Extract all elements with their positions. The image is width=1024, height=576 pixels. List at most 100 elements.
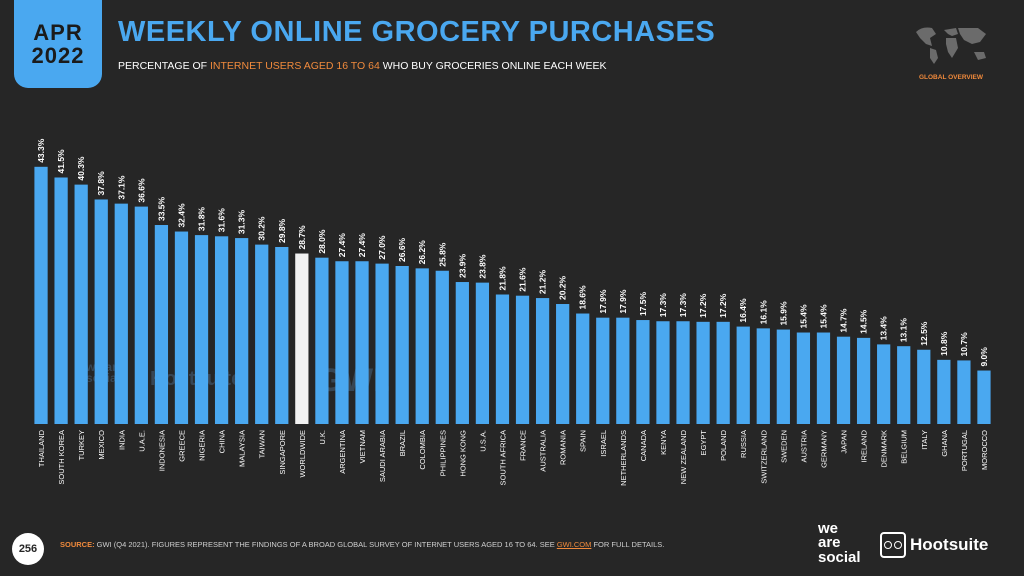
bar-thailand [34,166,48,425]
value-label: 12.5% [919,321,929,346]
date-year: 2022 [31,43,85,68]
source-note: SOURCE: GWI (Q4 2021). FIGURES REPRESENT… [60,540,664,549]
bar-indonesia [154,225,169,424]
category-label: SPAIN [579,430,588,452]
value-label: 30.2% [257,216,267,241]
category-label: VIETNAM [358,430,367,463]
category-label: AUSTRIA [799,430,808,463]
source-link[interactable]: GWI.COM [556,540,592,549]
subtitle-pre: PERCENTAGE OF [118,60,210,72]
world-map-icon [916,27,986,64]
bar-taiwan [255,244,269,424]
value-label: 40.3% [76,156,86,181]
bar-spain [576,313,590,424]
category-label: POLAND [719,429,728,460]
we-are-social-logo: we are social [818,520,861,566]
category-label: BRAZIL [398,430,407,456]
category-label: GERMANY [819,430,828,468]
value-label: 14.5% [859,309,869,334]
value-label: 28.7% [297,225,307,250]
value-label: 13.1% [899,318,909,343]
category-label: RUSSIA [739,430,748,458]
category-label: AUSTRALIA [539,430,548,472]
value-label: 27.4% [357,233,367,258]
category-label: BELGIUM [900,430,909,464]
bar-austria [796,332,811,424]
bar-portugal [957,360,971,424]
bar-colombia [415,268,429,424]
value-label: 15.4% [798,304,808,329]
value-label: 31.3% [237,210,247,235]
value-label: 21.8% [497,266,507,291]
subtitle-highlight: INTERNET USERS AGED 16 TO 64 [209,60,380,72]
was-line-3: social [818,548,861,566]
category-label: INDONESIA [157,430,166,471]
category-label: MOROCCO [980,430,989,470]
category-label: TAIWAN [258,430,267,458]
bar-israel [596,317,610,424]
value-label: 28.0% [317,229,327,254]
value-label: 26.2% [417,240,427,265]
hootsuite-name: Hootsuite [910,535,989,554]
hootsuite-logo: Hootsuite [880,532,988,558]
category-label: IRELAND [860,429,869,462]
value-label: 21.6% [518,267,528,292]
category-label: HONG KONG [458,430,467,477]
value-label: 10.7% [959,332,969,357]
bar-egypt [696,321,710,424]
bar-belgium [897,346,911,424]
bar-italy [917,349,931,424]
category-label: SOUTH KOREA [57,430,66,485]
category-label: THAILAND [37,429,46,467]
value-label: 23.8% [477,254,487,279]
bar-hong-kong [455,282,469,424]
bar-saudi-arabia [375,263,389,424]
value-label: 32.4% [176,203,186,228]
category-label: SWITZERLAND [759,429,768,483]
bar-germany [816,332,831,424]
bar-romania [556,304,570,424]
category-label: WORLDWIDE [298,430,307,478]
category-label: COLOMBIA [418,430,427,470]
bar-japan [836,336,851,424]
page-subtitle: PERCENTAGE OF INTERNET USERS AGED 16 TO … [118,60,607,72]
value-label: 16.4% [738,298,748,323]
value-label: 17.2% [718,293,728,318]
category-label: CANADA [639,430,648,461]
value-label: 17.3% [658,293,668,318]
bar-south-korea [54,177,68,424]
category-label: NETHERLANDS [619,430,628,486]
value-label: 43.3% [36,138,46,163]
category-label: SINGAPORE [278,430,287,475]
value-label: 17.9% [598,289,608,314]
bar-new-zealand [676,321,690,424]
category-label: MEXICO [97,430,106,460]
bar-argentina [335,261,349,424]
bar-morocco [977,370,991,424]
bar-u-k [315,257,329,424]
value-label: 9.0% [979,347,989,367]
bar-mexico [94,199,108,424]
value-label: 18.6% [578,285,588,310]
category-label: EGYPT [699,430,708,456]
category-label: KENYA [659,430,668,455]
category-label: JAPAN [840,430,849,454]
source-label: SOURCE: [60,540,95,549]
value-label: 17.2% [698,293,708,318]
bar-france [515,295,530,424]
value-label: 10.8% [939,331,949,356]
bar-turkey [74,184,88,424]
category-label: GHANA [940,430,949,457]
value-label: 17.9% [618,289,628,314]
bar-switzerland [756,328,770,424]
category-label: ARGENTINA [338,430,347,474]
category-label: U.K. [318,430,327,445]
value-label: 16.1% [758,300,768,325]
category-label: SAUDI ARABIA [378,430,387,482]
bar-sweden [776,329,790,424]
bar-australia [535,298,550,424]
bar-ireland [856,337,871,424]
category-label: TURKEY [77,430,86,460]
source-end: FOR FULL DETAILS. [591,540,665,549]
was-line-1: we [818,520,839,537]
